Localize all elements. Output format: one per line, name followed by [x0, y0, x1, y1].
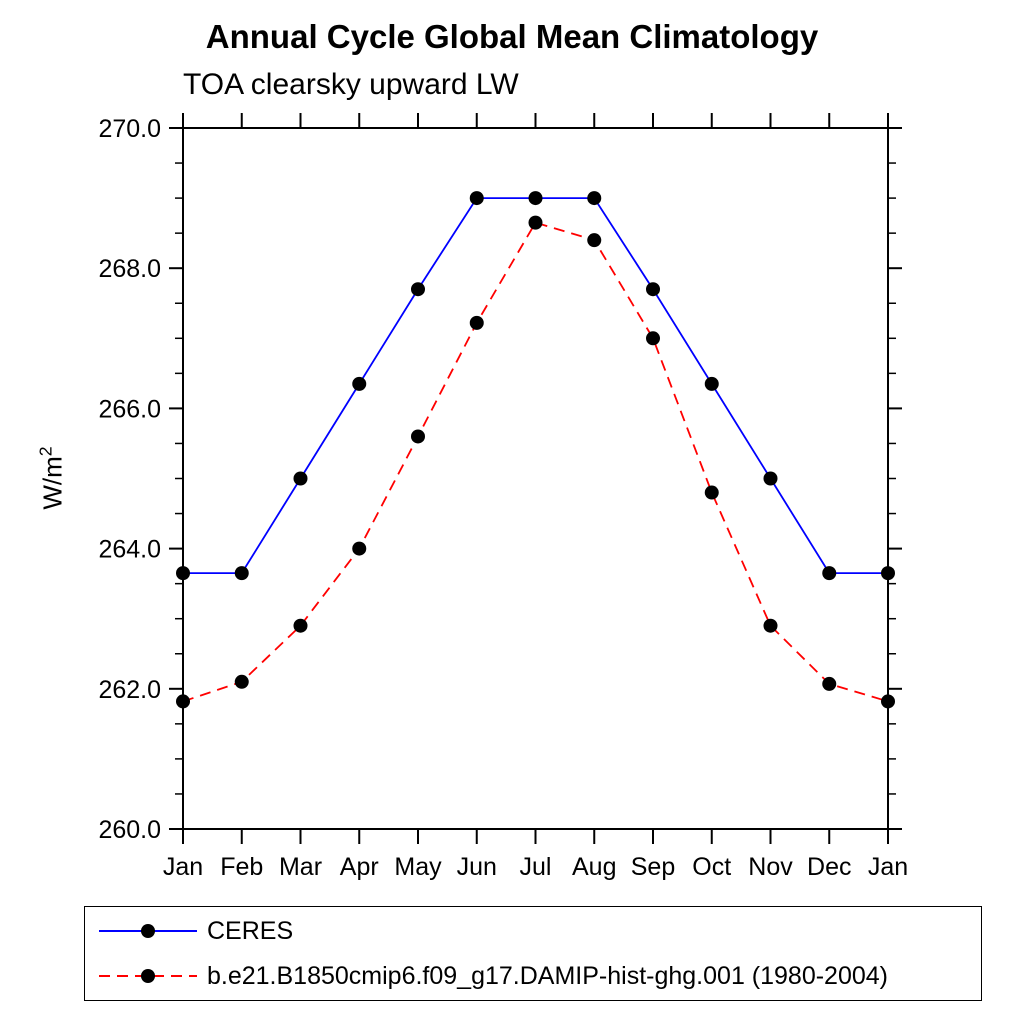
x-tick-label: Aug: [572, 853, 616, 881]
data-point-marker-1: [469, 315, 484, 330]
data-point-marker-1: [822, 676, 837, 691]
legend-item-0: CERES: [93, 909, 981, 954]
data-point-marker-1: [176, 694, 190, 709]
data-point-marker-1: [234, 674, 249, 689]
y-tick-label: 268.0: [98, 255, 161, 283]
x-tick-label: Nov: [748, 853, 793, 881]
data-point-marker-0: [411, 282, 425, 297]
legend-swatch-1: [99, 969, 197, 983]
y-tick-label: 262.0: [98, 676, 161, 704]
data-point-marker-0: [293, 471, 308, 486]
x-tick-label: Apr: [340, 853, 379, 881]
data-point-marker-1: [646, 331, 660, 346]
y-tick-label: 270.0: [98, 115, 161, 143]
data-point-marker-1: [704, 485, 719, 500]
chart-title: Annual Cycle Global Mean Climatology: [205, 18, 819, 55]
legend-label-0: CERES: [207, 916, 294, 945]
x-tick-label: Mar: [279, 853, 322, 881]
data-point-marker-0: [234, 566, 249, 581]
data-point-marker-0: [881, 566, 895, 581]
data-point-marker-0: [822, 566, 837, 581]
x-tick-label: Oct: [692, 853, 731, 881]
data-point-marker-1: [411, 429, 425, 444]
y-tick-label: 266.0: [98, 395, 161, 423]
data-point-marker-0: [646, 282, 660, 297]
data-point-marker-1: [587, 233, 602, 248]
data-point-marker-1: [293, 618, 308, 633]
plot-frame: [182, 127, 889, 830]
data-point-marker-1: [881, 694, 895, 709]
y-tick-label: 260.0: [98, 816, 161, 844]
x-tick-label: Dec: [807, 853, 851, 881]
x-tick-label: May: [394, 853, 442, 881]
data-point-marker-1: [528, 215, 543, 230]
x-tick-label: Jun: [457, 853, 497, 881]
legend-marker-icon: [141, 969, 155, 983]
data-point-marker-1: [352, 541, 367, 556]
data-point-marker-0: [763, 471, 778, 486]
data-point-marker-0: [528, 191, 543, 206]
chart-subtitle: TOA clearsky upward LW: [183, 68, 519, 101]
legend-swatch-0: [99, 924, 197, 938]
y-tick-label: 264.0: [98, 536, 161, 564]
data-point-marker-0: [469, 191, 484, 206]
data-point-marker-0: [352, 376, 367, 391]
data-point-marker-0: [704, 376, 719, 391]
data-point-marker-0: [587, 191, 602, 206]
data-point-marker-0: [176, 566, 190, 581]
legend-marker-icon: [141, 924, 155, 938]
data-point-marker-1: [763, 618, 778, 633]
legend-item-1: b.e21.B1850cmip6.f09_g17.DAMIP-hist-ghg.…: [93, 954, 981, 999]
series-line-0: [183, 197, 888, 575]
x-tick-label: Sep: [631, 853, 675, 881]
legend: CERES b.e21.B1850cmip6.f09_g17.DAMIP-hist…: [84, 906, 982, 1001]
legend-label-1: b.e21.B1850cmip6.f09_g17.DAMIP-hist-ghg.…: [207, 961, 888, 990]
series-line-1: [182, 221, 889, 703]
x-tick-label: Feb: [220, 853, 263, 881]
x-tick-label: Jan: [868, 853, 908, 881]
x-tick-label: Jan: [163, 853, 203, 881]
x-tick-label: Jul: [520, 853, 552, 881]
